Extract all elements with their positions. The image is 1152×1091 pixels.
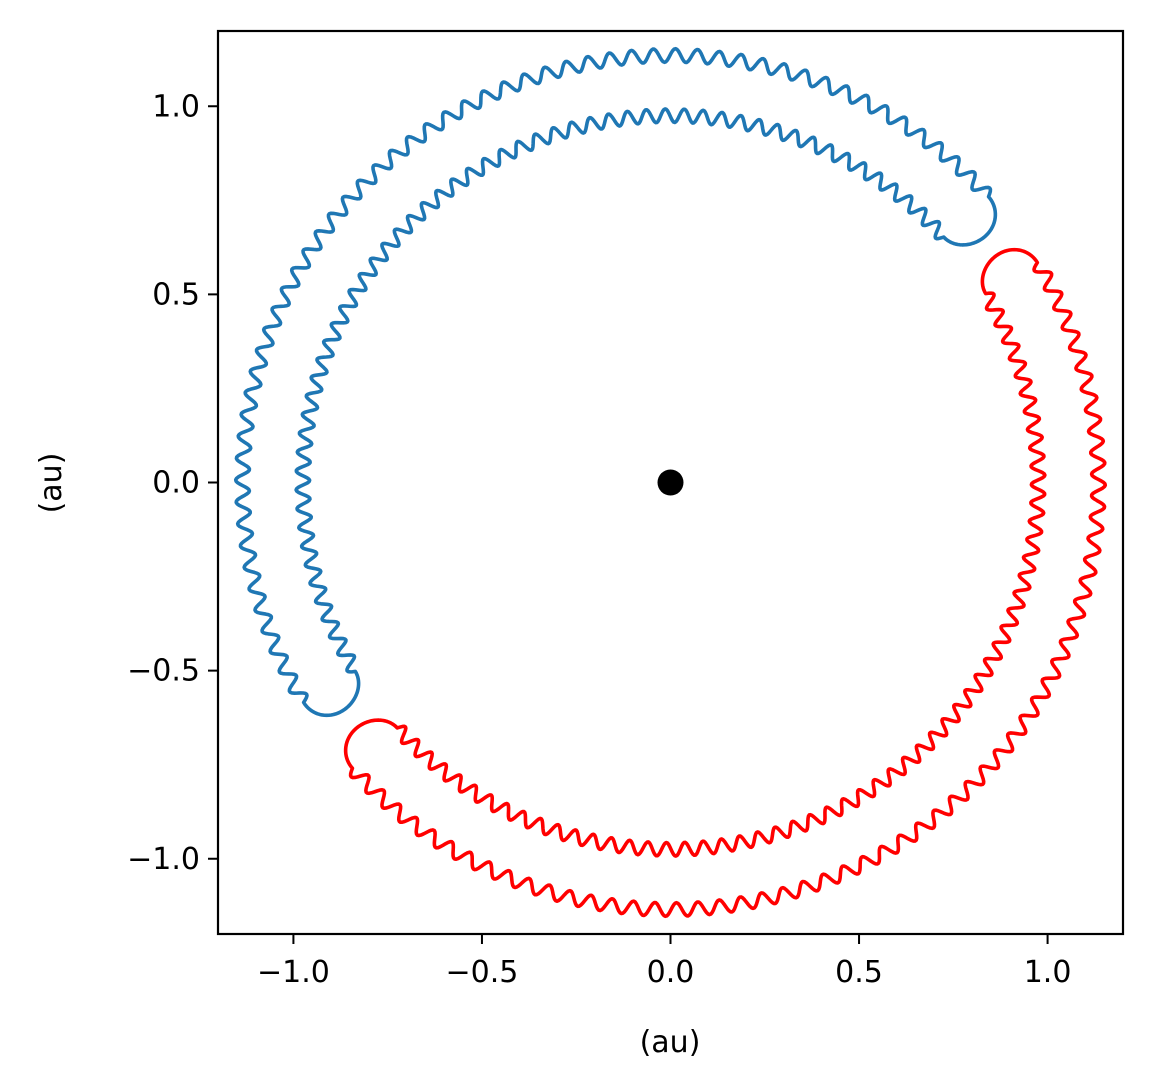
y-tick-label: 1.0 [152, 89, 200, 124]
x-tick-label: 0.5 [835, 955, 883, 990]
x-tick-label: 1.0 [1024, 955, 1072, 990]
series-curve-1 [233, 46, 998, 718]
x-axis-label: (au) [640, 1025, 701, 1060]
x-axis-ticks: −1.0 −0.5 0.0 0.5 1.0 [257, 934, 1071, 990]
y-tick-label: −0.5 [127, 654, 200, 689]
series-curve-2 [343, 247, 1108, 919]
y-axis-ticks: −1.0 −0.5 0.0 0.5 1.0 [127, 89, 218, 877]
y-tick-label: 0.0 [152, 466, 200, 501]
central-star-point [657, 469, 684, 496]
y-tick-label: 0.5 [152, 277, 200, 312]
series-group [233, 46, 1108, 919]
y-tick-label: −1.0 [127, 842, 200, 877]
x-tick-label: −1.0 [257, 955, 330, 990]
x-tick-label: −0.5 [446, 955, 519, 990]
y-axis-label: (au) [34, 453, 69, 514]
x-tick-label: 0.0 [647, 955, 695, 990]
center-point-group [657, 469, 684, 496]
